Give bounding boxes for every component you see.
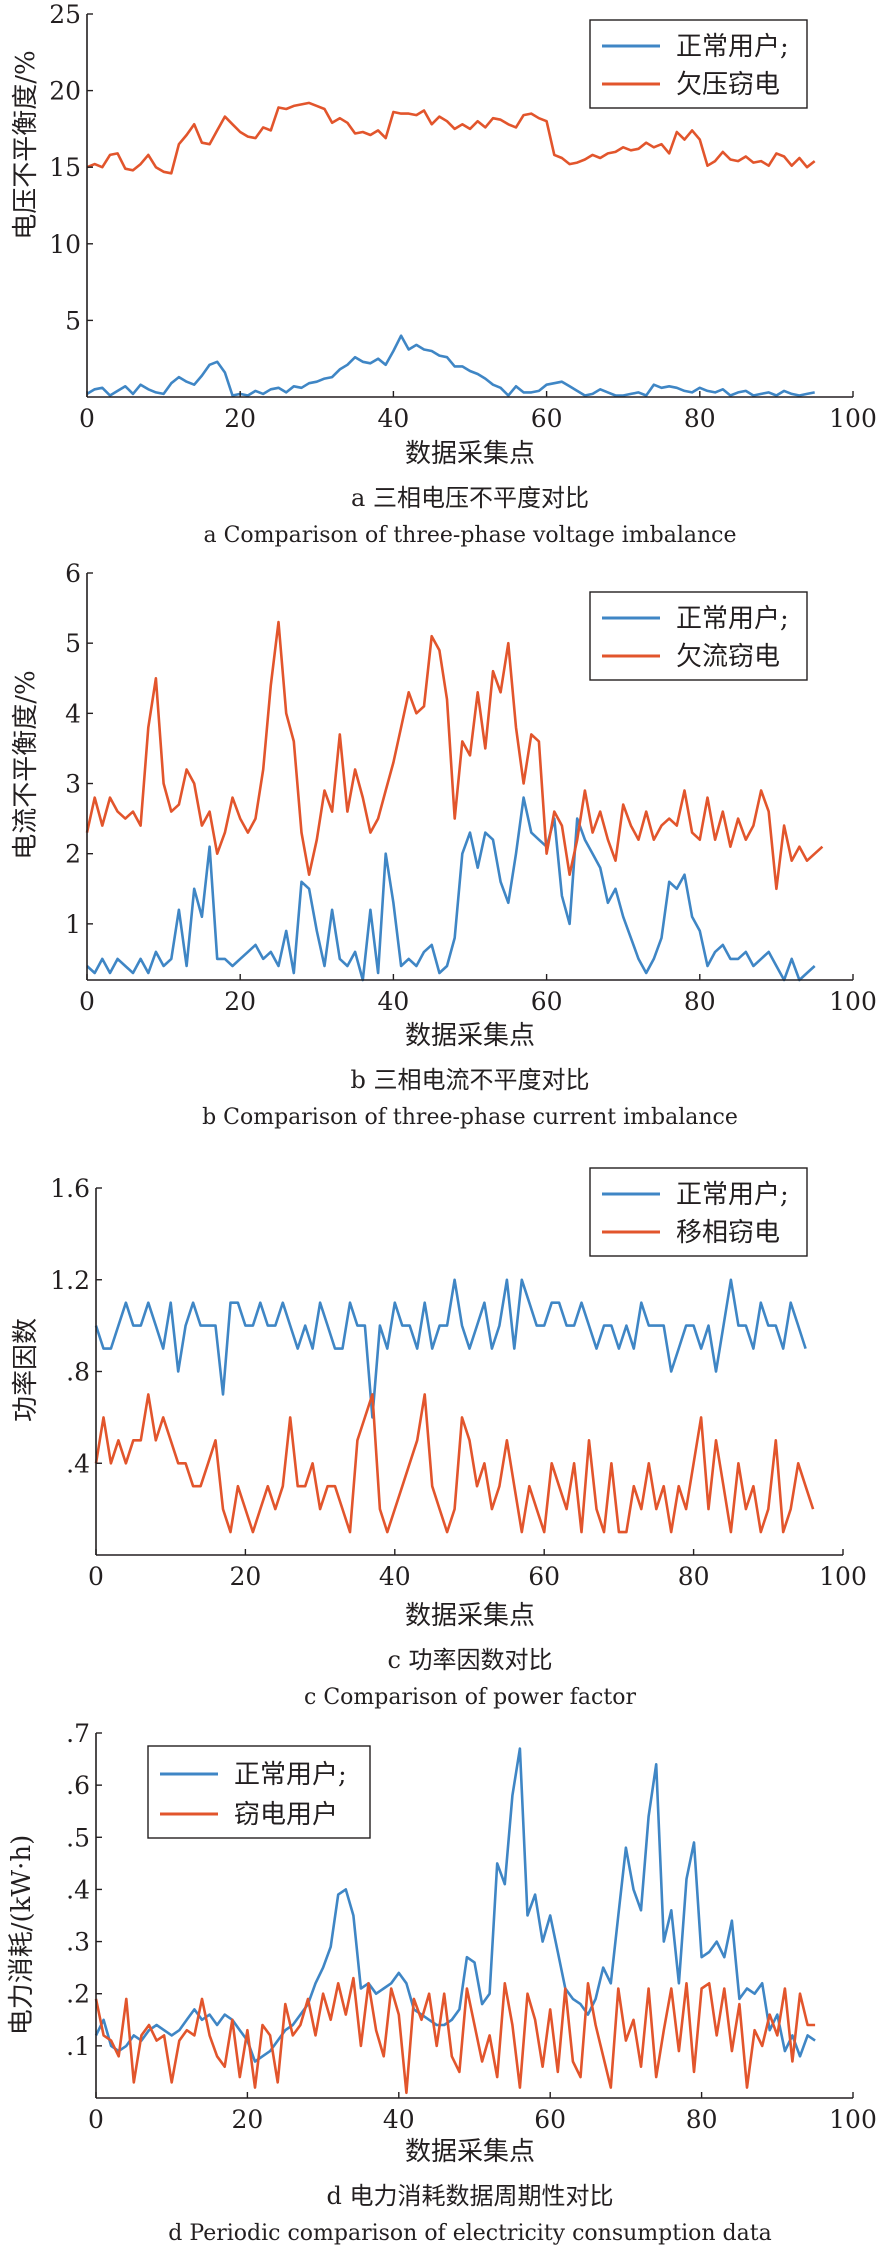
series-line-theft [94,1393,815,1534]
series-line-theft [94,1976,816,2095]
x-tick-label: 40 [383,2105,415,2134]
y-tick-label: 1 [65,910,81,939]
legend-box [589,19,808,109]
y-tick-label: 1.2 [50,1266,90,1295]
x-tick-label: 60 [528,1562,560,1591]
y-tick-label: .5 [66,1823,90,1852]
chart-d-caption-en: d Periodic comparison of electricity con… [168,2221,771,2246]
x-tick-label: 100 [829,987,877,1016]
legend-label-theft: 窃电用户 [234,1800,338,1830]
series-line-normal [86,334,815,397]
x-tick-label: 40 [377,404,409,433]
chart-b-caption-en: b Comparison of three-phase current imba… [202,1105,738,1130]
series-line-theft [85,620,824,891]
y-tick-label: 10 [49,230,81,259]
x-tick-label: 80 [678,1562,710,1591]
series-line-normal [94,1278,807,1419]
legend-label-normal: 正常用户; [676,604,789,634]
legend-label-theft: 欠压窃电 [676,70,780,100]
chart-a-caption-en: a Comparison of three-phase voltage imba… [203,523,736,548]
x-tick-label: 100 [829,2105,877,2134]
chart-c-marks: 0 20 40 60 80 100 .4 .8 1.2 1.6 [50,1174,867,1591]
legend-label-theft: 欠流窃电 [676,642,780,672]
x-tick-label: 20 [224,987,256,1016]
x-tick-label: 60 [534,2105,566,2134]
x-tick-label: 80 [684,987,716,1016]
chart-b-caption-cn: b 三相电流不平度对比 [351,1066,590,1094]
chart-d-legend: 正常用户; 窃电用户 [147,1745,371,1839]
y-tick-label: .7 [66,1719,90,1748]
chart-a: 0 20 40 60 80 100 5 10 15 20 25 电压不平衡度/% 数据采集点 正常用… [11,0,877,548]
chart-d-caption-cn: d 电力消耗数据周期性对比 [327,2182,614,2210]
y-tick-label: .3 [66,1928,90,1957]
y-tick-label: .8 [66,1358,90,1387]
y-tick-label: 2 [65,840,81,869]
chart-c-caption-en: c Comparison of power factor [304,1685,636,1710]
y-tick-label: .1 [66,2032,90,2061]
series-line-normal [86,796,816,982]
chart-a-ylabel: 电压不平衡度/% [11,50,41,239]
chart-b-ylabel: 电流不平衡度/% [11,670,41,859]
y-tick-label: .4 [66,1875,90,1904]
x-tick-label: 20 [224,404,256,433]
x-tick-label: 0 [79,404,95,433]
legend-box [147,1745,371,1839]
chart-c: 0 20 40 60 80 100 .4 .8 1.2 1.6 功率因数 数据采集点 正常用户; … [11,1167,867,1710]
chart-a-xlabel: 数据采集点 [405,439,535,469]
y-tick-label: 5 [65,306,81,335]
y-tick-label: .2 [66,1980,90,2009]
y-tick-label: 1.6 [50,1174,90,1203]
chart-a-marks: 0 20 40 60 80 100 5 10 15 20 25 [49,0,877,433]
y-tick-label: 6 [65,559,81,588]
chart-a-caption-cn: a 三相电压不平度对比 [351,484,589,512]
y-tick-label: 4 [65,699,81,728]
x-tick-label: 0 [79,987,95,1016]
legend-label-normal: 正常用户; [676,32,789,62]
x-tick-label: 100 [829,404,877,433]
x-tick-label: 80 [686,2105,718,2134]
legend-box [589,591,808,681]
chart-b-legend: 正常用户; 欠流窃电 [589,591,808,681]
x-tick-label: 60 [531,404,563,433]
chart-a-legend: 正常用户; 欠压窃电 [589,19,808,109]
y-tick-label: .4 [66,1449,90,1478]
chart-b: 0 20 40 60 80 100 1 2 3 4 5 6 电流不平衡度/% 数据采集点 正常用户; … [11,559,877,1130]
series-line-theft [86,101,816,175]
y-tick-label: 20 [49,77,81,106]
series-line-normal [94,1747,816,2063]
chart-d-ylabel: 电力消耗/(kW·h) [7,1835,37,2036]
y-tick-label: 5 [65,629,81,658]
x-tick-label: 60 [531,987,563,1016]
chart-c-ylabel: 功率因数 [11,1318,41,1422]
x-tick-label: 80 [684,404,716,433]
y-tick-label: 3 [65,770,81,799]
chart-b-xlabel: 数据采集点 [405,1021,535,1051]
chart-c-xlabel: 数据采集点 [405,1601,535,1631]
x-tick-label: 40 [377,987,409,1016]
y-tick-label: 25 [49,0,81,29]
chart-d-marks: 0 20 40 60 80 100 .1 .2 .3 .4 .5 .6 .7 [66,1719,877,2134]
chart-c-caption-cn: c 功率因数对比 [387,1646,552,1674]
x-tick-label: 0 [88,2105,104,2134]
chart-d-xlabel: 数据采集点 [405,2137,535,2167]
y-tick-label: .6 [66,1771,90,1800]
y-tick-label: 15 [49,153,81,182]
x-tick-label: 40 [379,1562,411,1591]
x-tick-label: 100 [819,1562,867,1591]
legend-label-theft: 移相窃电 [676,1218,780,1248]
legend-label-normal: 正常用户; [676,1180,789,1210]
x-tick-label: 20 [231,2105,263,2134]
legend-label-normal: 正常用户; [234,1760,347,1790]
x-tick-label: 20 [229,1562,261,1591]
chart-b-marks: 0 20 40 60 80 100 1 2 3 4 5 6 [65,559,877,1016]
chart-d: 0 20 40 60 80 100 .1 .2 .3 .4 .5 .6 .7 电力消耗/(kW·h) 数… [7,1719,877,2246]
chart-c-legend: 正常用户; 移相窃电 [589,1167,808,1257]
legend-box [589,1167,808,1257]
x-tick-label: 0 [88,1562,104,1591]
